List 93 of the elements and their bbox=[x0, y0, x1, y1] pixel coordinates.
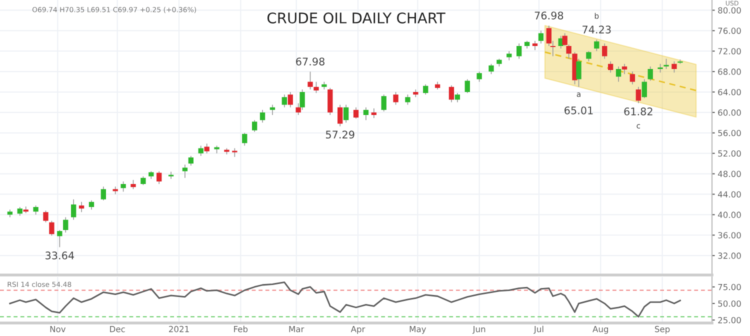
candlestick bbox=[120, 181, 126, 192]
candlestick bbox=[464, 78, 470, 94]
candlestick bbox=[130, 180, 136, 190]
candlestick bbox=[314, 81, 319, 94]
y-tick-label: 72.00 bbox=[718, 48, 741, 54]
candlestick bbox=[198, 145, 204, 156]
annotation: 33.64 bbox=[46, 252, 74, 260]
candlestick bbox=[454, 92, 460, 103]
x-tick-label: Apr bbox=[350, 326, 366, 334]
candlestick bbox=[78, 201, 84, 213]
x-tick-label: Aug bbox=[592, 326, 608, 334]
candlestick bbox=[100, 186, 106, 201]
y-tick-label: 36.00 bbox=[718, 232, 741, 238]
candlestick bbox=[156, 170, 162, 184]
annotation: 76.98 bbox=[534, 12, 564, 20]
candlestick bbox=[423, 84, 428, 95]
candlestick bbox=[594, 39, 600, 52]
x-tick-label: Mar bbox=[289, 326, 304, 332]
candlestick bbox=[636, 86, 641, 104]
x-tick-label: 2021 bbox=[169, 326, 189, 332]
candlestick bbox=[576, 58, 582, 88]
candlestick bbox=[260, 109, 266, 124]
candlestick bbox=[88, 200, 94, 210]
candlestick bbox=[405, 94, 410, 106]
candlestick bbox=[252, 120, 258, 132]
candlestick bbox=[586, 50, 592, 62]
annotation: 67.98 bbox=[296, 58, 324, 66]
annotation: 74.23 bbox=[582, 26, 611, 34]
candlestick bbox=[328, 88, 333, 116]
candlestick bbox=[363, 106, 369, 121]
y-tick-label: 25.00 bbox=[718, 317, 741, 324]
candlestick bbox=[642, 78, 647, 99]
candlestick bbox=[49, 220, 54, 236]
candlestick bbox=[616, 66, 622, 82]
candlestick bbox=[63, 216, 68, 233]
y-tick-label: 40.00 bbox=[718, 212, 741, 218]
candlestick bbox=[353, 106, 359, 120]
x-tick-label: Nov bbox=[50, 326, 66, 332]
candlestick bbox=[338, 104, 343, 127]
candlestick bbox=[204, 143, 210, 154]
candlestick bbox=[516, 43, 522, 60]
candlestick bbox=[448, 84, 454, 103]
annotation: 57.29 bbox=[326, 130, 354, 139]
candlestick bbox=[476, 71, 482, 82]
candlestick bbox=[602, 43, 608, 60]
candlestick bbox=[608, 60, 614, 74]
y-tick-label: 52.00 bbox=[718, 150, 741, 157]
candlestick bbox=[71, 198, 76, 220]
x-tick-label: Jul bbox=[534, 326, 544, 334]
line-series bbox=[9, 282, 681, 318]
y-tick-label: 76.00 bbox=[718, 28, 741, 34]
y-tick-label: 56.00 bbox=[718, 130, 741, 136]
candlestick bbox=[672, 60, 677, 74]
candlestick bbox=[371, 108, 376, 118]
y-tick-label: 44.00 bbox=[718, 191, 741, 198]
text: CRUDE OIL DAILY CHART bbox=[267, 12, 446, 24]
y-tick-label: 64.00 bbox=[718, 88, 741, 96]
candlestick bbox=[488, 63, 494, 75]
x-tick-label: Jun bbox=[472, 326, 486, 334]
x-tick-label: May bbox=[410, 326, 426, 334]
x-tick-label: Dec bbox=[110, 326, 125, 332]
candlestick bbox=[506, 50, 512, 61]
y-tick-label: 50.00 bbox=[718, 300, 741, 307]
y-tick-label: 48.00 bbox=[718, 170, 741, 178]
candlestick bbox=[288, 92, 293, 108]
candlestick bbox=[393, 92, 398, 106]
candlestick bbox=[664, 58, 669, 70]
candlestick bbox=[343, 104, 349, 124]
candlestick bbox=[622, 63, 628, 75]
candlestick bbox=[188, 155, 194, 166]
candlestick bbox=[242, 132, 248, 146]
x-tick-label: Feb bbox=[234, 326, 248, 332]
candlestick bbox=[282, 94, 287, 108]
candlestick bbox=[270, 104, 276, 116]
candlestick bbox=[57, 230, 62, 248]
candlestick bbox=[168, 171, 174, 180]
candlestick bbox=[308, 71, 313, 90]
y-tick-label: 75.00 bbox=[718, 284, 741, 290]
candlestick bbox=[33, 205, 38, 216]
candlestick bbox=[43, 210, 48, 223]
candlestick bbox=[648, 66, 653, 82]
y-tick-label: 80.00 bbox=[718, 7, 741, 14]
annotation: 65.01 bbox=[564, 106, 593, 114]
candlestick bbox=[630, 71, 636, 85]
annotation: 61.82 bbox=[624, 108, 652, 116]
candlestick bbox=[538, 30, 544, 44]
y-tick-label: 60.00 bbox=[718, 109, 741, 116]
y-tick-label: 68.00 bbox=[718, 68, 741, 75]
y-tick-label: 32.00 bbox=[718, 252, 741, 259]
candlestick bbox=[381, 94, 386, 112]
candlestick bbox=[182, 164, 188, 178]
x-tick-label: Sep bbox=[654, 326, 670, 334]
candlestick bbox=[532, 40, 538, 51]
